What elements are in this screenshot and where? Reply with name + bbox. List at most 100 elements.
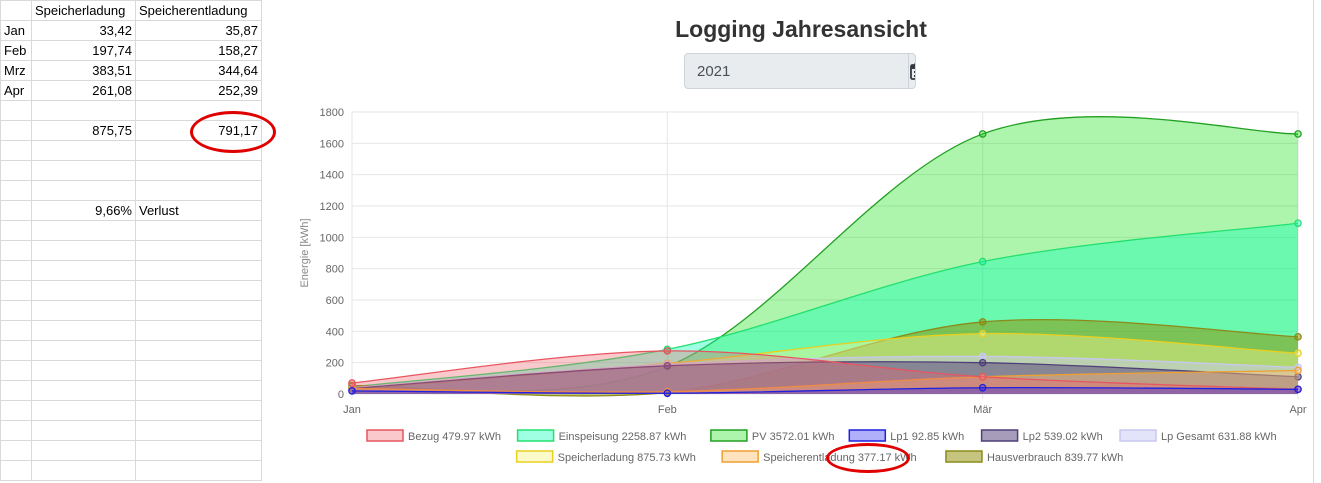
legend-item[interactable]: Speicherentladung 377.17 kWh (721, 450, 917, 464)
data-point (663, 361, 672, 370)
sheet-cell[interactable]: 875,75 (31, 120, 136, 141)
sheet-cell[interactable] (135, 180, 262, 201)
legend-item[interactable]: PV 3572.01 kWh (710, 429, 835, 443)
year-picker[interactable] (684, 53, 916, 89)
sheet-cell[interactable]: 383,51 (31, 60, 136, 81)
sheet-cell[interactable] (0, 440, 32, 461)
sheet-cell[interactable] (31, 180, 136, 201)
sheet-cell[interactable] (0, 260, 32, 281)
sheet-cell[interactable] (31, 160, 136, 181)
sheet-cell[interactable]: Apr (0, 80, 32, 101)
series-line (351, 361, 1299, 390)
sheet-cell[interactable] (135, 340, 262, 361)
legend-item[interactable]: Lp1 92.85 kWh (848, 429, 964, 443)
sheet-cell[interactable] (0, 300, 32, 321)
data-point (1294, 219, 1302, 228)
sheet-cell[interactable]: 197,74 (31, 40, 136, 61)
sheet-cell[interactable] (135, 420, 262, 441)
sheet-cell[interactable] (0, 200, 32, 221)
sheet-cell[interactable] (135, 220, 262, 241)
sheet-column-border (1313, 0, 1314, 483)
sheet-cell[interactable] (0, 400, 32, 421)
data-point (1294, 332, 1302, 341)
sheet-cell[interactable] (135, 260, 262, 281)
sheet-cell[interactable] (135, 140, 262, 161)
sheet-cell[interactable] (135, 360, 262, 381)
x-tick-label: Mär (973, 404, 992, 416)
legend-label: Hausverbrauch 839.77 kWh (987, 452, 1123, 464)
legend-item[interactable]: Hausverbrauch 839.77 kWh (945, 450, 1123, 464)
sheet-cell[interactable]: 344,64 (135, 60, 262, 81)
sheet-cell[interactable] (135, 100, 262, 121)
sheet-cell[interactable] (31, 260, 136, 281)
sheet-cell[interactable] (31, 320, 136, 341)
sheet-cell[interactable] (31, 420, 136, 441)
calendar-button[interactable] (908, 54, 915, 88)
series-line (351, 386, 1299, 394)
sheet-cell[interactable] (135, 300, 262, 321)
legend-item[interactable]: Lp2 539.02 kWh (980, 429, 1103, 443)
sheet-cell[interactable] (135, 400, 262, 421)
sheet-cell[interactable] (0, 140, 32, 161)
legend-item[interactable]: Speicherladung 875.73 kWh (515, 450, 696, 464)
sheet-cell[interactable] (135, 380, 262, 401)
sheet-cell[interactable] (0, 320, 32, 341)
sheet-cell[interactable] (135, 280, 262, 301)
sheet-cell[interactable]: Speicherentladung (135, 0, 262, 21)
sheet-row: Apr 261,08 252,39 (0, 80, 262, 101)
sheet-cell[interactable] (31, 380, 136, 401)
sheet-cell[interactable] (31, 340, 136, 361)
y-tick-label: 200 (326, 358, 344, 370)
sheet-cell[interactable]: Jan (0, 20, 32, 41)
sheet-cell[interactable] (0, 280, 32, 301)
sheet-row (0, 240, 262, 261)
sheet-cell[interactable] (135, 320, 262, 341)
sheet-cell[interactable] (0, 0, 32, 21)
sheet-cell[interactable]: 9,66% (31, 200, 136, 221)
sheet-cell[interactable]: 791,17 (135, 120, 262, 141)
sheet-cell[interactable] (0, 100, 32, 121)
sheet-cell[interactable] (31, 400, 136, 421)
sheet-cell[interactable] (31, 100, 136, 121)
sheet-cell[interactable] (0, 160, 32, 181)
sheet-cell[interactable] (31, 280, 136, 301)
data-point (348, 384, 356, 393)
sheet-cell[interactable] (135, 160, 262, 181)
sheet-cell[interactable] (0, 240, 32, 261)
sheet-cell[interactable] (31, 360, 136, 381)
sheet-cell[interactable]: 35,87 (135, 20, 262, 41)
sheet-cell[interactable] (0, 420, 32, 441)
sheet-cell[interactable]: Verlust (135, 200, 262, 221)
legend-item[interactable]: Lp Gesamt 631.88 kWh (1119, 429, 1277, 443)
legend-item[interactable]: Einspeisung 2258.87 kWh (516, 429, 687, 443)
sheet-cell[interactable] (135, 240, 262, 261)
sheet-cell[interactable]: Feb (0, 40, 32, 61)
sheet-cell[interactable] (0, 340, 32, 361)
sheet-row (0, 400, 262, 421)
sheet-cell[interactable] (31, 300, 136, 321)
sheet-cell[interactable] (0, 120, 32, 141)
legend-label: Lp Gesamt 631.88 kWh (1161, 431, 1277, 443)
sheet-cell[interactable]: Speicherladung (31, 0, 136, 21)
sheet-cell[interactable] (0, 380, 32, 401)
sheet-cell[interactable] (0, 180, 32, 201)
sheet-cell[interactable] (0, 220, 32, 241)
sheet-cell[interactable]: 33,42 (31, 20, 136, 41)
sheet-cell[interactable]: 252,39 (135, 80, 262, 101)
sheet-cell[interactable] (0, 460, 32, 481)
sheet-cell[interactable] (31, 440, 136, 461)
sheet-cell[interactable] (135, 460, 262, 481)
sheet-cell[interactable] (31, 140, 136, 161)
sheet-cell[interactable] (31, 460, 136, 481)
sheet-row (0, 320, 262, 341)
legend-item[interactable]: Bezug 479.97 kWh (366, 429, 501, 443)
year-input[interactable] (685, 54, 908, 88)
sheet-cell[interactable] (31, 220, 136, 241)
data-point (978, 358, 987, 367)
sheet-cell[interactable] (31, 240, 136, 261)
sheet-cell[interactable]: 158,27 (135, 40, 262, 61)
sheet-cell[interactable] (0, 360, 32, 381)
sheet-cell[interactable] (135, 440, 262, 461)
sheet-cell[interactable]: 261,08 (31, 80, 136, 101)
sheet-cell[interactable]: Mrz (0, 60, 32, 81)
